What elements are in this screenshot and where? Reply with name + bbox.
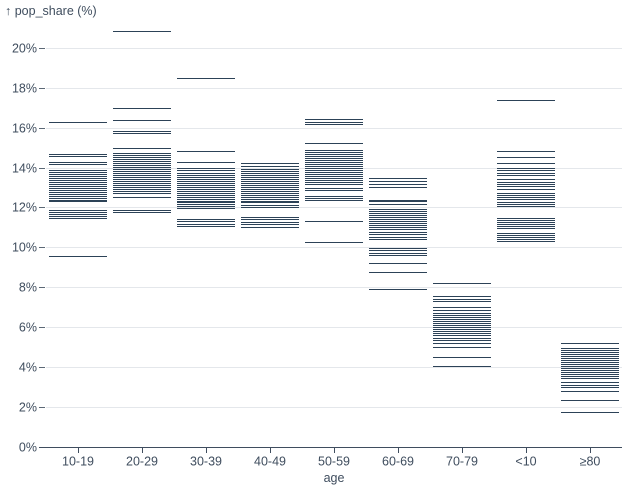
x-tick-label: 60-69 — [382, 455, 414, 469]
y-tick-label: 2% — [19, 401, 37, 415]
y-tick-label: 12% — [12, 201, 37, 215]
x-tick-label: <10 — [515, 455, 536, 469]
x-tick-label: 20-29 — [126, 455, 158, 469]
x-tick-label: 70-79 — [446, 455, 478, 469]
y-tick-label: 8% — [19, 281, 37, 295]
category-ticks-2 — [113, 31, 171, 213]
y-tick-label: 20% — [12, 42, 37, 56]
category-ticks-7 — [433, 283, 491, 367]
x-tick-label: 10-19 — [62, 455, 94, 469]
y-tick-label: 18% — [12, 82, 37, 96]
y-tick-label: 16% — [12, 122, 37, 136]
y-tick-label: 4% — [19, 361, 37, 375]
x-tick-label: 30-39 — [190, 455, 222, 469]
y-tick-label: 10% — [12, 241, 37, 255]
category-ticks-6 — [369, 178, 427, 290]
x-tick-label: ≥80 — [580, 455, 601, 469]
y-tick-label: 0% — [19, 441, 37, 455]
y-tick-label: 6% — [19, 321, 37, 335]
category-ticks-1 — [49, 122, 107, 257]
x-axis-title: age — [323, 471, 345, 485]
y-axis-title: ↑ pop_share (%) — [5, 4, 97, 18]
x-tick-label: 40-49 — [254, 455, 286, 469]
category-ticks-9 — [561, 343, 619, 413]
x-tick-label: 50-59 — [318, 455, 350, 469]
category-ticks-8 — [497, 100, 555, 242]
category-ticks-4 — [241, 163, 299, 228]
category-ticks-3 — [177, 78, 235, 227]
y-tick-label: 14% — [12, 162, 37, 176]
category-ticks-5 — [305, 119, 363, 243]
